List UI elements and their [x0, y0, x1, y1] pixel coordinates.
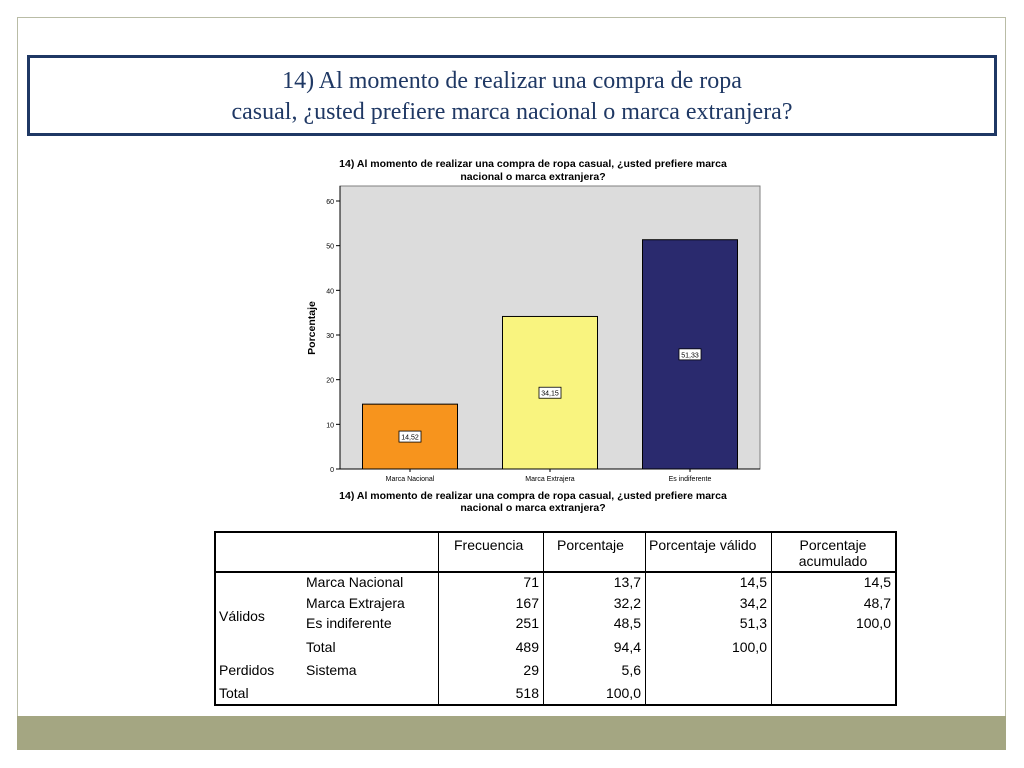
slide-title-line-1: 14) Al momento de realizar una compra de…: [282, 68, 742, 94]
y-tick-label: 20: [326, 378, 334, 385]
cell-porcentaje-valido: 34,2: [739, 595, 767, 611]
table-divider: [543, 533, 544, 704]
row-label: Total: [306, 639, 336, 655]
y-tick-label: 50: [326, 244, 334, 251]
x-tick-label: Marca Extrajera: [525, 476, 575, 483]
slide-title: 14) Al momento de realizar una compra de…: [27, 55, 997, 136]
group-perdidos: Perdidos: [219, 662, 275, 678]
table-header-rule: [216, 571, 895, 573]
data-label: 51,33: [681, 352, 699, 359]
y-tick-label: 40: [326, 288, 334, 295]
table-divider: [438, 533, 439, 704]
bar-chart: 14) Al momento de realizar una compra de…: [306, 158, 761, 514]
row-label: Es indiferente: [306, 615, 392, 631]
cell-porcentaje-valido: 51,3: [739, 615, 767, 631]
chart-title-line-1: 14) Al momento de realizar una compra de…: [339, 158, 727, 170]
group-validos: Válidos: [219, 608, 265, 624]
cell-frecuencia: 167: [515, 595, 539, 611]
header-acumulado-line-1: Porcentaje: [799, 537, 867, 553]
cell-porcentaje: 13,7: [613, 574, 641, 590]
header-frecuencia: Frecuencia: [454, 537, 524, 553]
chart-title-line-2: nacional o marca extranjera?: [460, 171, 605, 183]
row-label: Marca Nacional: [306, 574, 404, 590]
table-divider: [771, 533, 772, 704]
cell-porcentaje: 48,5: [613, 615, 641, 631]
cell-frecuencia: 518: [515, 685, 539, 701]
header-porcentaje-acumulado: Porcentaje acumulado: [774, 537, 892, 569]
x-axis-label-line-2: nacional o marca extranjera?: [460, 502, 605, 514]
cell-porcentaje: 32,2: [613, 595, 641, 611]
data-label: 14,52: [401, 435, 419, 442]
cell-porcentaje-valido: 100,0: [731, 639, 767, 655]
x-tick-label: Marca Nacional: [386, 476, 435, 483]
cell-frecuencia: 71: [523, 574, 539, 590]
data-label: 34,15: [541, 391, 559, 398]
data-label-box: [678, 348, 702, 361]
x-tick-label: Es indiferente: [669, 476, 712, 483]
data-label-box: [398, 430, 422, 443]
y-axis-label: Porcentaje: [306, 301, 318, 355]
y-tick-label: 0: [330, 467, 334, 474]
cell-frecuencia: 251: [515, 615, 539, 631]
header-porcentaje: Porcentaje: [557, 537, 624, 553]
cell-frecuencia: 489: [515, 639, 539, 655]
x-axis-label-line-1: 14) Al momento de realizar una compra de…: [339, 490, 727, 502]
y-tick-label: 60: [326, 199, 334, 206]
table-divider: [645, 533, 646, 704]
row-label: Marca Extrajera: [306, 595, 405, 611]
y-ticks: 0 10 20 30 40 50 60: [326, 199, 340, 474]
cell-porcentaje-acumulado: 48,7: [863, 595, 891, 611]
slide-title-line-2: casual, ¿usted prefiere marca nacional o…: [231, 99, 793, 125]
cell-porcentaje-acumulado: 100,0: [855, 615, 891, 631]
group-total: Total: [219, 685, 249, 701]
cell-frecuencia: 29: [523, 662, 539, 678]
cell-porcentaje-valido: 14,5: [739, 574, 767, 590]
y-tick-label: 10: [326, 422, 334, 429]
cell-porcentaje: 100,0: [605, 685, 641, 701]
frequency-table: Frecuencia Porcentaje Porcentaje válido …: [214, 531, 897, 706]
bars: 14,52 Marca Nacional 34,15 Marca Extrajera 5…: [362, 239, 738, 483]
header-porcentaje-valido: Porcentaje válido: [649, 537, 757, 553]
header-acumulado-line-2: acumulado: [798, 553, 868, 569]
cell-porcentaje-acumulado: 14,5: [863, 574, 891, 590]
row-label: Sistema: [306, 662, 357, 678]
cell-porcentaje: 5,6: [621, 662, 641, 678]
footer-band: [17, 716, 1006, 750]
y-tick-label: 30: [326, 333, 334, 340]
data-label-box: [538, 386, 562, 399]
cell-porcentaje: 94,4: [613, 639, 641, 655]
